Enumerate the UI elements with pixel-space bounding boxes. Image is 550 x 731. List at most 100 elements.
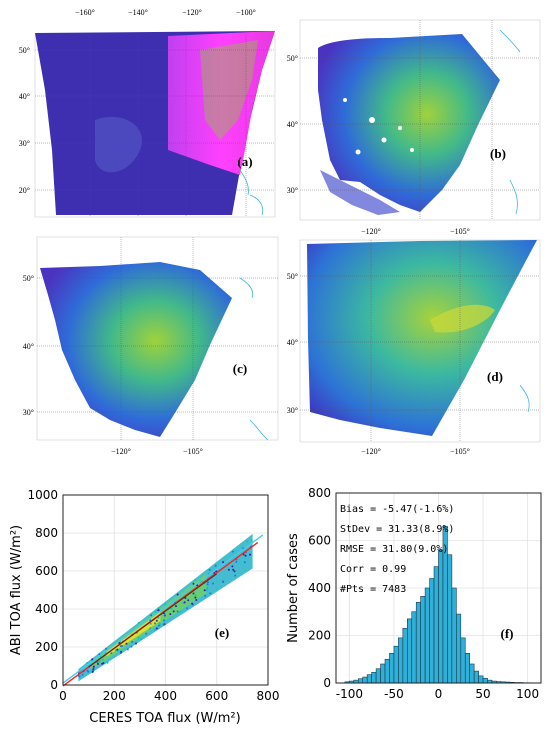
scatter-point — [195, 599, 198, 601]
panel-d-lon-tick-top: −105° — [450, 227, 470, 236]
panel-d-lat-tick: 50° — [287, 272, 298, 281]
scatter-point — [157, 616, 160, 619]
scatter-point — [227, 568, 230, 571]
scatter-point — [183, 601, 186, 604]
histogram-x-tick-label: -50 — [384, 687, 404, 701]
scatter-point — [244, 554, 247, 557]
scatter-y-tick-label: 0 — [50, 678, 58, 692]
histogram-bar — [398, 637, 404, 684]
histogram-bar — [380, 663, 386, 684]
scatter-fit-lines — [62, 534, 264, 687]
histogram-y-tick-label: 200 — [308, 629, 331, 643]
scatter-y-axis-label: ABI TOA flux (W/m²) — [9, 525, 24, 655]
panel-d-lon-tick-bottom: −120° — [361, 447, 381, 456]
histogram-bar — [478, 675, 484, 684]
histogram-bar — [429, 578, 435, 684]
scatter-point — [176, 593, 179, 596]
histogram-bar — [438, 549, 444, 684]
scatter-point — [179, 610, 182, 613]
scatter-point — [145, 632, 148, 635]
histogram-y-axis-label: Number of cases — [286, 533, 301, 643]
histogram-stat-line: StDev = 31.33(8.9%) — [340, 524, 454, 535]
scatter-x-tick-label: 200 — [103, 689, 126, 703]
scatter-point — [222, 580, 224, 583]
scatter-point — [176, 610, 179, 613]
histogram-bar — [469, 663, 475, 684]
scatter-point — [203, 589, 206, 592]
scatter-point — [191, 602, 194, 605]
scatter-point — [154, 622, 156, 625]
panel-a-coastline — [239, 169, 264, 216]
histogram-y-tick-label: 600 — [308, 534, 331, 548]
panel-b-lat-tick: 50° — [287, 54, 298, 63]
histogram-bar — [384, 658, 390, 684]
panel-d-coastline — [519, 384, 530, 413]
panel-d-lon-tick-bottom: −105° — [450, 447, 470, 456]
scatter-point — [231, 565, 234, 568]
scatter-x-tick-label: 800 — [257, 689, 280, 703]
scatter-point — [163, 619, 166, 622]
histogram-bar — [393, 645, 399, 684]
scatter-point — [98, 653, 101, 656]
scatter-point — [172, 610, 175, 613]
scatter-ticks: 0 200 400 600 800 0 200 400 600 800 1000 — [27, 488, 279, 703]
scatter-point — [105, 647, 108, 650]
panel-c-lat-tick: 30° — [23, 408, 34, 417]
scatter-y-tick-label: 200 — [35, 640, 58, 654]
scatter-point — [194, 596, 197, 599]
scatter-chart: 0 200 400 600 800 0 200 400 600 800 1000 CERES TOA… — [9, 488, 279, 726]
histogram-bar — [402, 628, 408, 684]
scatter-point — [243, 561, 246, 564]
panel-c-label: (c) — [233, 361, 247, 376]
histogram-x-tick-label: 0 — [435, 687, 443, 701]
panel-d-lat-tick: 40° — [287, 338, 298, 347]
scatter-point — [162, 623, 165, 626]
histogram-bar — [424, 587, 430, 684]
panel-a-map: −160° −140° −120° −100° 50° 40° 30° 20° … — [19, 8, 276, 218]
scatter-y-tick-label: 400 — [35, 602, 58, 616]
panel-b-swath — [318, 34, 500, 212]
histogram-bar — [406, 618, 413, 684]
scatter-point — [154, 628, 157, 631]
panel-d-graticule — [300, 240, 540, 442]
scatter-point — [102, 662, 105, 665]
scatter-point — [250, 539, 253, 542]
scatter-point — [91, 658, 94, 661]
scatter-point — [194, 594, 197, 597]
scatter-point — [205, 589, 208, 592]
scatter-point — [91, 670, 94, 673]
panel-a-land-overlay — [200, 40, 258, 140]
histogram-stats: Bias = -5.47(-1.6%) StDev = 31.33(8.9%) RM… — [340, 504, 454, 595]
panel-c-lon-tick: −120° — [111, 447, 131, 456]
panel-b-gaps — [343, 98, 414, 155]
panel-c-map: 50° 40° 30° −120° −105° (c) — [23, 236, 279, 456]
histogram-y-tick-label: 0 — [323, 676, 331, 690]
scatter-y-tick-label: 1000 — [27, 488, 58, 502]
scatter-point — [169, 613, 172, 616]
panel-a-swath-clouds — [95, 116, 142, 173]
histogram-bar — [456, 613, 462, 684]
scatter-point — [233, 570, 236, 573]
scatter-point — [92, 668, 95, 670]
histogram-x-tick-label: 50 — [475, 687, 490, 701]
scatter-point — [234, 574, 237, 577]
scatter-point — [149, 627, 152, 630]
scatter-point — [157, 607, 160, 610]
histogram-bars — [344, 525, 533, 684]
scatter-point — [99, 660, 101, 663]
panel-a-lon-tick: −140° — [128, 8, 148, 17]
scatter-point — [102, 658, 104, 661]
scatter-point — [204, 594, 207, 597]
panel-a-lon-tick: −100° — [236, 8, 256, 17]
scatter-point — [150, 614, 153, 617]
histogram-bar — [464, 653, 470, 684]
panel-a-lat-tick: 30° — [19, 139, 30, 148]
scatter-point — [135, 642, 137, 645]
scatter-point — [87, 670, 90, 673]
panel-d-bright-band — [430, 304, 495, 333]
scatter-point — [192, 592, 195, 595]
panel-c-coastline — [239, 277, 269, 441]
histogram-panel-label: (f) — [501, 626, 514, 641]
histogram-bar — [460, 637, 466, 684]
